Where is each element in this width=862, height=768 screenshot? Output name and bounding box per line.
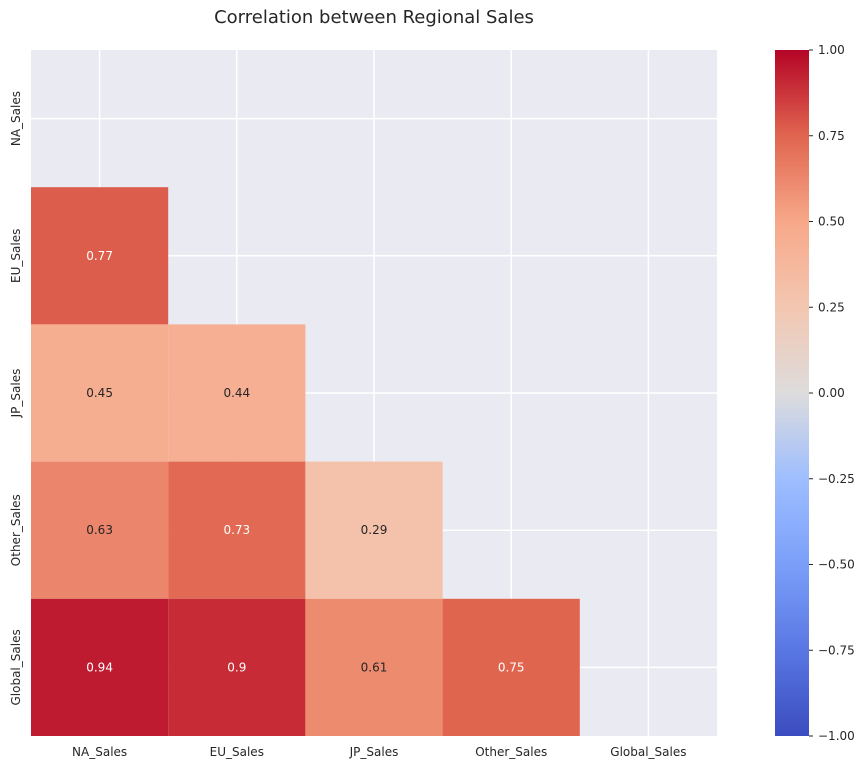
cell-value-label: 0.63 — [86, 523, 113, 537]
cell-value-label: 0.29 — [361, 523, 388, 537]
x-tick-labels: NA_Sales EU_Sales JP_Sales Other_Sales Globa… — [72, 745, 686, 759]
heatmap-cell — [168, 598, 306, 736]
y-tick-label: Global_Sales — [9, 629, 23, 705]
heatmap-cell — [31, 598, 169, 736]
colorbar-tick-label: 0.50 — [818, 215, 845, 229]
x-tick-label: Other_Sales — [475, 745, 547, 759]
colorbar-tick-label: 0.25 — [818, 300, 845, 314]
x-tick-label: JP_Sales — [349, 745, 399, 759]
colorbar-tick-label: −0.75 — [818, 643, 855, 657]
heatmap-cell — [31, 324, 169, 462]
y-tick-label: Other_Sales — [9, 494, 23, 566]
heatmap-cell — [31, 187, 169, 325]
colorbar — [775, 50, 809, 736]
colorbar-tick-label: −1.00 — [818, 729, 855, 743]
y-tick-label: EU_Sales — [9, 229, 23, 283]
heatmap-cell — [31, 461, 169, 599]
heatmap-cell — [442, 598, 580, 736]
cell-value-label: 0.9 — [227, 660, 246, 674]
colorbar-tick-label: 1.00 — [818, 43, 845, 57]
colorbar-tick-label: −0.50 — [818, 558, 855, 572]
cell-value-label: 0.73 — [223, 523, 250, 537]
cell-value-label: 0.77 — [86, 249, 113, 263]
heatmap-cell — [305, 461, 443, 599]
heatmap-cell — [168, 324, 306, 462]
heatmap-cells: 0.77 0.45 0.44 0.63 0.73 0.29 0.94 0.9 0.61 0.75 — [31, 187, 580, 736]
x-tick-label: EU_Sales — [210, 745, 264, 759]
cell-value-label: 0.45 — [86, 386, 113, 400]
cell-value-label: 0.94 — [86, 660, 113, 674]
cell-value-label: 0.44 — [223, 386, 250, 400]
y-tick-labels: NA_Sales EU_Sales JP_Sales Other_Sales Globa… — [9, 91, 23, 705]
heatmap-cell — [168, 461, 306, 599]
colorbar-ticks: 1.00 0.75 0.50 0.25 0.00 −0.25 −0.50 −0.75 −1.00 — [809, 43, 855, 743]
colorbar-tick-label: 0.75 — [818, 129, 845, 143]
cell-value-label: 0.75 — [498, 660, 525, 674]
heatmap-cell — [305, 598, 443, 736]
y-tick-label: JP_Sales — [9, 369, 23, 419]
chart-title: Correlation between Regional Sales — [214, 7, 534, 28]
x-tick-label: Global_Sales — [610, 745, 686, 759]
colorbar-tick-label: −0.25 — [818, 472, 855, 486]
x-tick-label: NA_Sales — [72, 745, 127, 759]
cell-value-label: 0.61 — [361, 660, 388, 674]
y-tick-label: NA_Sales — [9, 91, 23, 146]
colorbar-tick-label: 0.00 — [818, 386, 845, 400]
